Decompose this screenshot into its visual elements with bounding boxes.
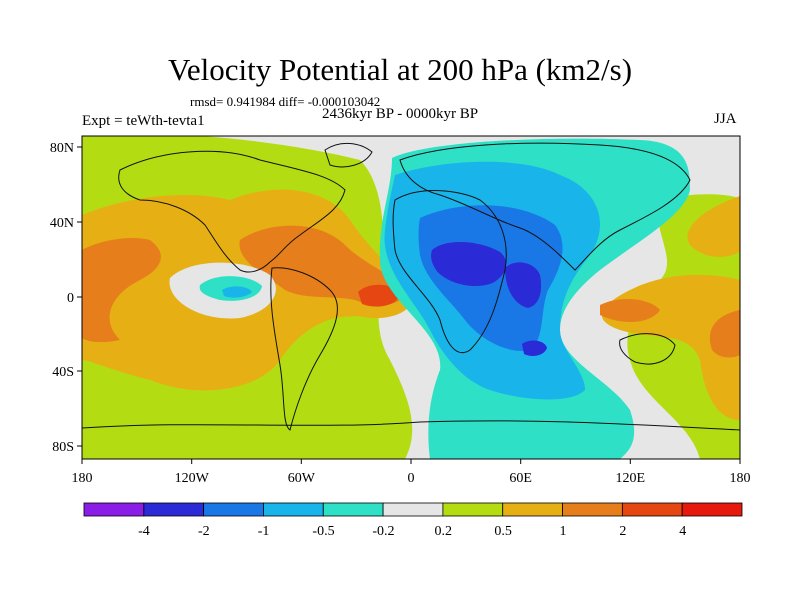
colorbar-swatch — [502, 502, 563, 517]
contour-negative-max-south — [522, 340, 547, 356]
colorbar-swatch — [442, 502, 504, 517]
x-tick-label: 60E — [509, 471, 532, 486]
contour-field — [82, 136, 740, 459]
contour-negative-mid-pocket — [222, 286, 252, 298]
colorbar-label: 4 — [679, 524, 686, 539]
colorbar-label: -1 — [258, 524, 270, 539]
contour-positive-mid-ne — [687, 196, 740, 257]
y-tick-label: 40N — [50, 216, 74, 231]
colorbar-label: -0.5 — [312, 524, 334, 539]
x-tick-label: 120W — [175, 471, 210, 486]
colorbar-swatch — [263, 502, 324, 517]
experiment-label: Expt = teWth-tevta1 — [82, 113, 205, 129]
colorbar-label: -4 — [138, 524, 150, 539]
coastline-greenland — [324, 143, 373, 168]
colorbar-swatch — [83, 502, 145, 517]
contour-positive-high-indonesia — [600, 298, 660, 322]
x-tick-label: 60W — [288, 471, 316, 486]
period-subtitle: 2436kyr BP - 0000kyr BP — [322, 106, 479, 122]
coastline-africa — [392, 190, 507, 353]
season-label: JJA — [714, 111, 737, 127]
contour-negative-max-africa — [431, 241, 507, 287]
tick-marks — [77, 146, 741, 464]
coastline-eurasia — [399, 142, 691, 271]
contour-positive-high-east-edge — [709, 310, 740, 358]
contour-positive-high-atlantic — [239, 225, 405, 306]
x-tick-labels: 180 120W 60W 0 60E 120E 180 — [72, 471, 751, 486]
stats-line: rmsd= 0.941984 diff= -0.000103042 — [190, 94, 381, 109]
coastline-australia — [619, 333, 676, 365]
colorbar-label: -0.2 — [372, 524, 394, 539]
colorbar-swatch — [621, 502, 683, 517]
x-tick-label: 180 — [730, 471, 751, 486]
x-tick-label: 0 — [408, 471, 415, 486]
colorbar-label: -2 — [198, 524, 210, 539]
y-tick-label: 40S — [52, 365, 74, 380]
colorbar-label: 1 — [560, 524, 567, 539]
coastline-south-america — [270, 267, 338, 431]
colorbar-swatch — [322, 502, 384, 517]
colorbar-swatch — [562, 502, 623, 517]
y-tick-labels: 80N 40N 0 40S 80S — [50, 141, 74, 455]
colorbar-label: 2 — [619, 524, 626, 539]
x-tick-label: 120E — [616, 471, 646, 486]
colorbar-swatch — [203, 502, 264, 517]
contour-positive-high-pacific — [82, 238, 161, 343]
contour-positive-max-atlantic — [358, 284, 400, 307]
y-tick-label: 0 — [67, 291, 74, 306]
contour-negative-max-arabia — [505, 262, 542, 308]
coastlines — [82, 142, 740, 431]
coastline-antarctica — [82, 420, 740, 431]
colorbar-swatches — [83, 502, 743, 517]
x-tick-label: 180 — [72, 471, 93, 486]
colorbar-swatch — [681, 502, 743, 517]
colorbar-label: 0.5 — [494, 524, 512, 539]
colorbar-swatch — [143, 502, 205, 517]
y-tick-label: 80N — [50, 141, 74, 156]
colorbar-swatch — [382, 502, 444, 517]
colorbar: -4 -2 -1 -0.5 -0.2 0.2 0.5 1 2 4 — [83, 502, 743, 539]
y-tick-label: 80S — [52, 440, 74, 455]
map-title: Velocity Potential at 200 hPa (km2/s) — [167, 52, 633, 87]
colorbar-labels: -4 -2 -1 -0.5 -0.2 0.2 0.5 1 2 4 — [138, 524, 686, 539]
coastline-north-america — [118, 150, 346, 273]
colorbar-label: 0.2 — [435, 524, 453, 539]
